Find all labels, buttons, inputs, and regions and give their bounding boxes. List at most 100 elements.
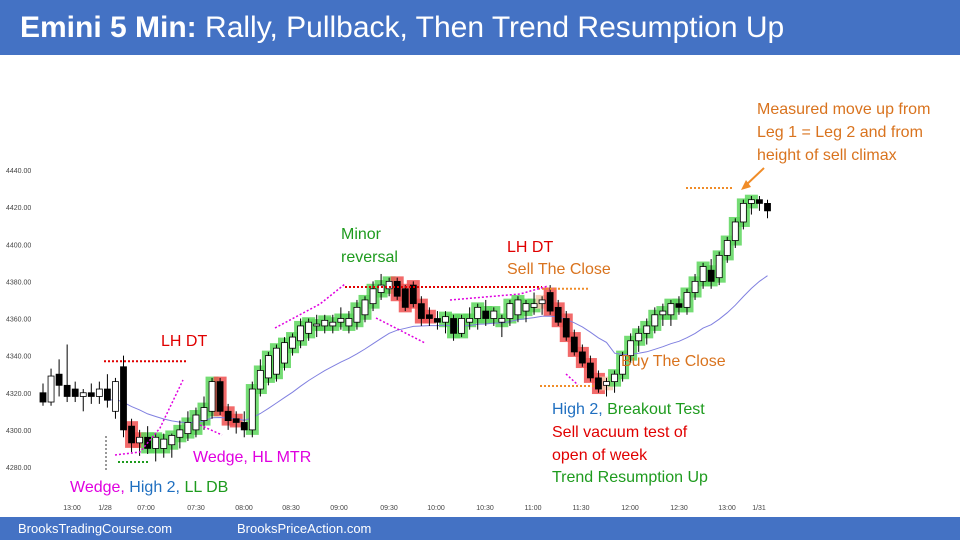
candle-body [723,240,731,256]
candle-body [683,292,691,308]
candle-body [490,310,498,319]
footer-bar: BrooksTradingCourse.com BrooksPriceActio… [0,517,960,540]
candle-body [425,314,433,319]
candle-body [570,336,578,353]
candle-body [95,388,103,397]
breakout-test-line [565,373,579,386]
candle-body [79,392,87,397]
x-tick-label: 11:30 [573,505,590,512]
candle-body [450,318,457,334]
annotation-measured-move: Measured move up from Leg 1 = Leg 2 and … [757,98,930,167]
candle-body [361,299,369,316]
candle-body [321,319,329,327]
candle-body [442,316,449,323]
annotation-measured-move-line-1: Measured move up from [757,101,931,118]
x-tick-label: 1/28 [98,505,112,512]
candle-body [393,280,401,297]
annotation-high2-breakout: High 2, Breakout Test [552,398,705,421]
candle-body [87,392,95,397]
chart-title-bold: Emini 5 Min: [20,10,197,44]
measured-move-arrowhead [741,180,751,190]
candle-body [554,306,562,323]
candle-body [578,351,586,364]
candle-body [667,303,675,316]
candle-body [256,370,264,390]
x-tick-label: 08:30 [282,505,300,512]
candle-body [409,284,417,305]
lh-dt-wedge-line [449,285,549,301]
annotation-lh-dt-left: LH DT [161,333,208,350]
candle-body [152,436,160,449]
candle-body [297,325,305,342]
y-tick-label: 4340.00 [6,354,31,361]
candle-body [651,314,659,327]
candle-body [506,303,514,319]
candle-body [184,422,192,434]
x-tick-label: 12:00 [621,505,639,512]
candle-body [675,303,683,308]
chart-title-bar: Emini 5 Min: Rally, Pullback, Then Trend… [0,0,960,55]
annotation-wedge-bottom-part-2: High 2, [124,479,180,496]
candle-body [305,321,313,334]
candle-body [377,284,385,293]
candle-body [47,375,55,403]
candle-body [514,299,522,316]
candle-body [635,332,643,342]
candle-body [273,347,280,375]
candle-body [208,381,216,412]
x-tick-label: 09:00 [330,505,348,512]
candle-body [369,288,377,305]
candle-body [385,280,393,290]
x-tick-label: 11:00 [525,505,542,512]
annotation-minor-reversal-line-2: reversal [341,249,398,266]
candle-body [313,323,321,327]
y-tick-label: 4400.00 [6,242,31,249]
candle-body [240,422,248,431]
candle-body [329,321,337,327]
candle-body [176,429,184,438]
candle-body [739,203,747,223]
candle-body [748,199,755,204]
y-tick-label: 4280.00 [6,465,31,472]
candle-body [562,318,570,338]
candle-body [417,303,425,319]
candle-body [715,254,723,279]
candle-body [627,340,635,357]
candle-body [611,373,618,383]
annotation-wedge-bottom-part-3: LL DB [180,479,229,496]
candle-body [281,342,288,364]
footer-link-brooks-trading-course[interactable]: BrooksTradingCourse.com [18,521,173,536]
candle-body [707,269,715,282]
wedge-bottom-line [114,379,184,456]
candle-body [216,381,224,412]
candle-body [232,418,240,423]
candle-body [104,388,111,401]
candle-body [289,336,296,349]
annotation-wedge-bottom: Wedge, High 2, LL DB [70,476,228,499]
annotation-minor-reversal-line-1: Minor [341,226,382,243]
footer-link-brooks-price-action[interactable]: BrooksPriceAction.com [237,521,372,536]
candle-body [264,355,272,379]
candle-body [120,366,127,431]
annotation-trend-resumption: Trend Resumption Up [552,469,708,486]
annotation-buy-the-close: Buy The Close [621,353,726,370]
minor-reversal-wedge-line [274,283,346,329]
candle-body [458,318,466,334]
x-tick-label: 10:30 [476,505,494,512]
x-tick-label: 07:30 [187,505,205,512]
candle-body [619,355,626,375]
candle-body [587,362,594,379]
x-tick-label: 13:00 [63,505,81,512]
candle-body [530,303,538,308]
candle-body [595,377,602,390]
candle-body [691,280,699,293]
annotation-sell-vacuum-line-1: Sell vacuum test of [552,424,688,441]
candle-body [434,318,441,323]
candle-body [353,306,361,323]
candle-body [224,410,232,421]
candle-body [345,318,353,327]
annotation-measured-move-line-2: Leg 1 = Leg 2 and from [757,124,923,141]
annotation-minor-reversal: Minor reversal [341,223,398,269]
candle-body [764,203,771,212]
